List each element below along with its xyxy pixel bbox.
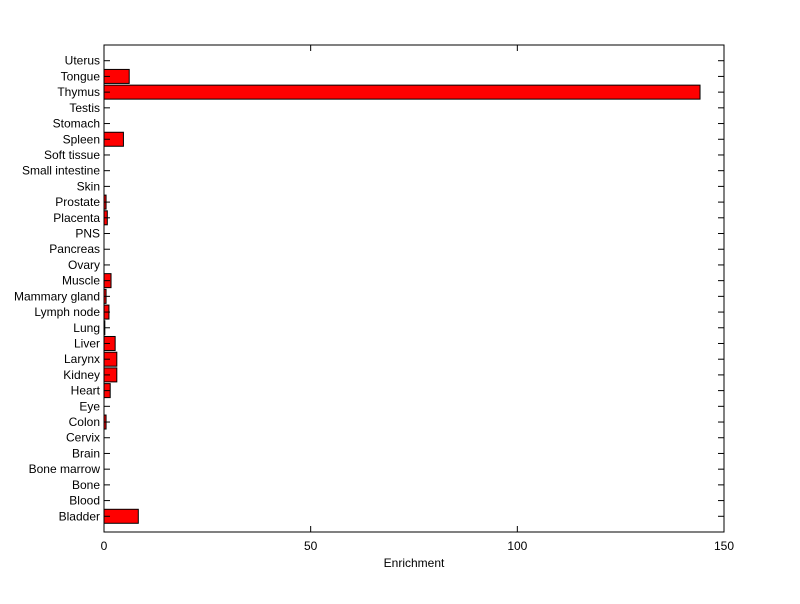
y-tick-label: Colon [69,415,100,429]
y-tick-label: Pancreas [49,242,100,256]
y-tick-label: Placenta [53,211,100,225]
y-tick-label: Bone [72,478,100,492]
y-tick-label: Bladder [59,509,100,523]
y-tick-label: Cervix [66,431,100,445]
y-tick-label: PNS [75,227,100,241]
y-tick-label: Ovary [68,258,100,272]
y-tick-label: Lung [73,321,100,335]
y-tick-label: Brain [72,446,100,460]
y-tick-label: Small intestine [22,164,100,178]
y-tick-label: Muscle [62,274,100,288]
y-tick-label: Mammary gland [14,289,100,303]
y-tick-label: Eye [79,399,100,413]
bar-thymus [103,84,701,100]
y-tick-label: Prostate [55,195,100,209]
x-tick-label: 150 [714,539,734,553]
y-tick-label: Spleen [63,132,100,146]
y-tick-label: Stomach [53,117,100,131]
plot-frame [103,44,725,533]
x-tick-label: 100 [507,539,527,553]
y-tick-label: Skin [77,179,100,193]
y-tick-label: Lymph node [34,305,100,319]
y-tick-label: Blood [69,494,100,508]
y-tick-label: Testis [69,101,100,115]
x-axis-label: Enrichment [384,556,445,570]
y-tick-label: Liver [74,336,100,350]
y-tick-label: Soft tissue [44,148,100,162]
y-tick-label: Bone marrow [29,462,101,476]
y-tick-label: Larynx [64,352,100,366]
x-tick-label: 50 [304,539,318,553]
y-tick-label: Uterus [65,54,100,68]
y-tick-label: Thymus [57,85,100,99]
y-tick-label: Heart [71,384,101,398]
y-tick-label: Tongue [61,69,101,83]
y-tick-label: Kidney [63,368,100,382]
x-tick-label: 0 [101,539,108,553]
